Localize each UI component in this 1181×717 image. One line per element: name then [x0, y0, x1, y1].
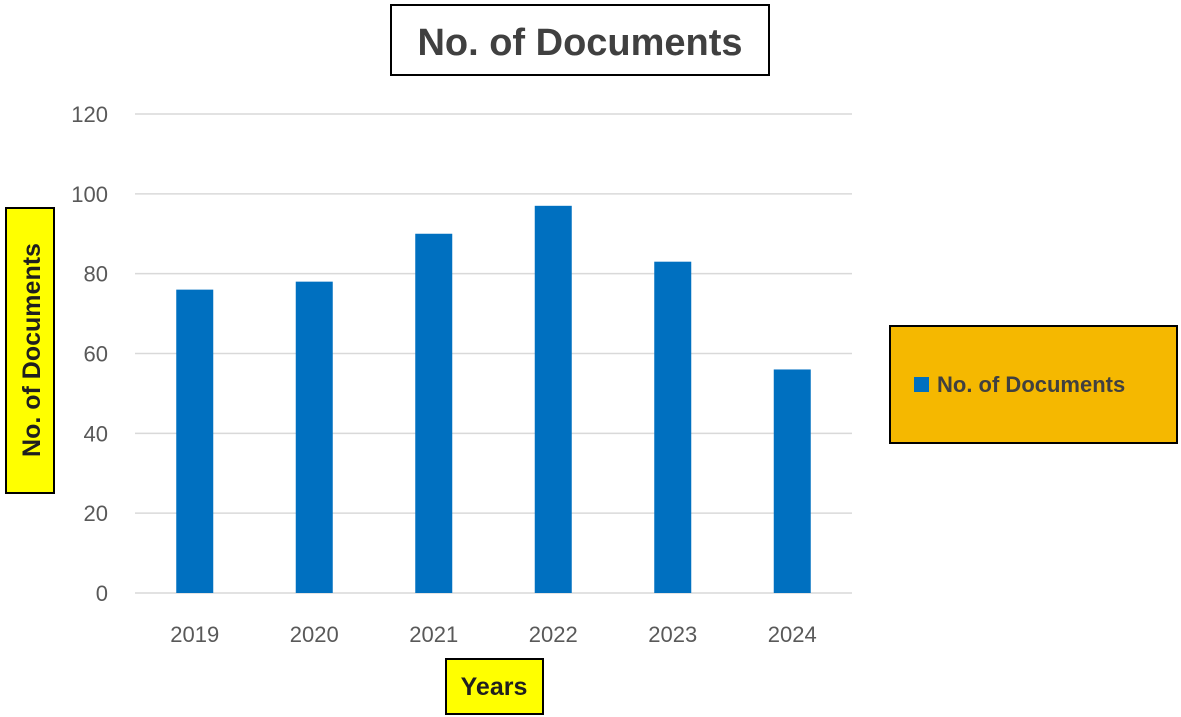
x-tick-label: 2021 — [409, 622, 458, 647]
bar — [295, 281, 333, 593]
x-axis-ticks: 2019 2020 2021 2022 2023 2024 — [170, 622, 816, 647]
chart-title-text: No. of Documents — [417, 22, 742, 64]
bar — [176, 289, 214, 593]
chart-title: No. of Documents — [390, 4, 770, 76]
y-tick-label: 40 — [84, 421, 108, 446]
x-tick-label: 2022 — [529, 622, 578, 647]
y-tick-label: 120 — [71, 102, 108, 127]
y-tick-label: 20 — [84, 501, 108, 526]
bars — [176, 205, 811, 593]
legend-swatch — [914, 377, 929, 392]
x-tick-label: 2020 — [290, 622, 339, 647]
y-tick-label: 80 — [84, 262, 108, 287]
bar — [415, 233, 453, 593]
x-tick-label: 2024 — [768, 622, 817, 647]
x-tick-label: 2019 — [170, 622, 219, 647]
y-tick-label: 0 — [96, 581, 108, 606]
x-axis-label: Years — [445, 658, 544, 715]
x-tick-label: 2023 — [648, 622, 697, 647]
y-axis-label: No. of Documents — [5, 207, 55, 494]
bar — [534, 205, 572, 593]
x-axis-label-text: Years — [461, 673, 528, 701]
gridlines — [135, 113, 852, 594]
y-tick-label: 100 — [71, 182, 108, 207]
legend: No. of Documents — [889, 325, 1178, 444]
y-tick-label: 60 — [84, 342, 108, 367]
bar — [654, 261, 692, 593]
bar — [773, 369, 811, 593]
y-axis-ticks: 0 20 40 60 80 100 120 — [71, 102, 108, 606]
y-axis-label-text: No. of Documents — [18, 243, 46, 457]
legend-label: No. of Documents — [937, 372, 1125, 397]
